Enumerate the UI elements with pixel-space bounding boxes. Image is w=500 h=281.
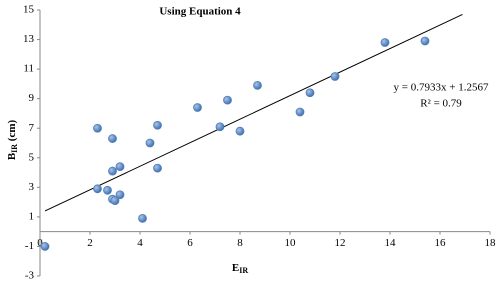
point xyxy=(153,163,162,173)
y-tick-label: 7 xyxy=(29,122,35,134)
point xyxy=(93,123,102,133)
point xyxy=(295,107,305,117)
point xyxy=(40,242,50,251)
point xyxy=(223,95,232,105)
point xyxy=(420,36,430,46)
point xyxy=(253,80,262,90)
point xyxy=(108,134,117,143)
point xyxy=(115,190,125,200)
x-tick-label: 4 xyxy=(137,237,143,249)
x-tick-label: 10 xyxy=(285,237,297,249)
point xyxy=(115,162,125,172)
y-tick-label: 13 xyxy=(23,33,35,45)
point xyxy=(330,72,340,81)
y-tick-label: 15 xyxy=(23,4,35,16)
point xyxy=(153,120,162,130)
point xyxy=(193,103,202,112)
point xyxy=(215,122,225,132)
point xyxy=(138,213,147,223)
x-tick-label: 0 xyxy=(37,237,43,249)
equation: y = 0.7933x + 1.2567 xyxy=(394,82,489,94)
x-tick-label: 14 xyxy=(385,237,397,249)
point xyxy=(305,88,315,98)
point xyxy=(235,126,245,136)
point xyxy=(103,185,112,195)
point xyxy=(108,166,117,176)
y-tick-label: 5 xyxy=(29,151,35,163)
x-tick-label: 12 xyxy=(335,237,346,249)
y-tick-label: -1 xyxy=(25,240,34,252)
y-tick-label: -3 xyxy=(25,270,35,281)
x-tick-label: 8 xyxy=(237,237,243,249)
y-tick-label: 3 xyxy=(29,181,35,193)
point xyxy=(380,38,390,47)
x-axis-label: EIR xyxy=(232,262,248,275)
y-tick-label: 11 xyxy=(23,63,34,75)
y-axis-label: BIR (cm) xyxy=(6,119,19,160)
point xyxy=(145,138,155,148)
point xyxy=(110,196,120,206)
chart-title: Using Equation 4 xyxy=(159,6,241,18)
y-tick-label: 9 xyxy=(29,92,35,104)
r-squared: R² = 0.79 xyxy=(420,98,462,110)
trendline xyxy=(44,13,463,212)
y-tick-label: 1 xyxy=(29,210,35,222)
point xyxy=(93,184,102,194)
x-tick-label: 16 xyxy=(435,237,447,249)
x-tick-label: 6 xyxy=(187,237,193,249)
x-tick-label: 2 xyxy=(87,237,93,249)
x-tick-label: 18 xyxy=(485,237,497,249)
